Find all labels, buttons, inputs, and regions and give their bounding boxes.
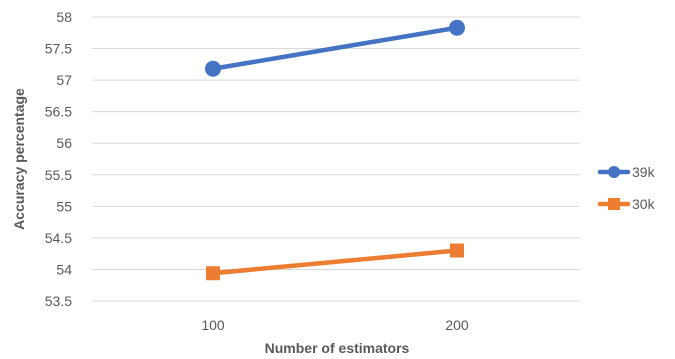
y-axis-title: Accuracy percentage — [11, 88, 27, 230]
y-tick-label: 55.5 — [45, 167, 72, 183]
y-tick-label: 57 — [56, 72, 72, 88]
legend-item-39k: 39k — [597, 164, 656, 180]
series-line-39k — [210, 25, 460, 72]
x-tick-labels: 100 200 — [201, 317, 469, 333]
legend-item-30k: 30k — [597, 196, 656, 212]
y-tick-label: 55 — [56, 198, 72, 214]
series-lines — [205, 19, 465, 281]
y-tick-label: 57.5 — [45, 41, 72, 57]
y-tick-label: 58 — [56, 9, 72, 25]
gridlines — [92, 16, 580, 302]
legend: 39k 30k — [597, 164, 656, 212]
data-point — [449, 19, 465, 36]
y-tick-label: 56 — [56, 135, 72, 151]
data-point — [450, 243, 464, 258]
legend-label: 30k — [632, 196, 656, 212]
x-tick-label: 100 — [201, 317, 225, 333]
legend-marker — [608, 166, 620, 178]
y-tick-labels: 53.5 54 54.5 55 55.5 56 56.5 57 57.5 58 — [45, 9, 72, 309]
y-tick-label: 54 — [56, 261, 72, 277]
y-tick-label: 56.5 — [45, 104, 72, 120]
x-axis-title: Number of estimators — [265, 340, 410, 356]
x-tick-label: 200 — [445, 317, 469, 333]
legend-label: 39k — [632, 164, 656, 180]
data-point — [205, 60, 221, 77]
series-line-30k — [210, 248, 460, 276]
y-tick-label: 54.5 — [45, 230, 72, 246]
y-tick-label: 53.5 — [45, 293, 72, 309]
data-point — [206, 266, 220, 281]
legend-marker — [608, 198, 620, 210]
